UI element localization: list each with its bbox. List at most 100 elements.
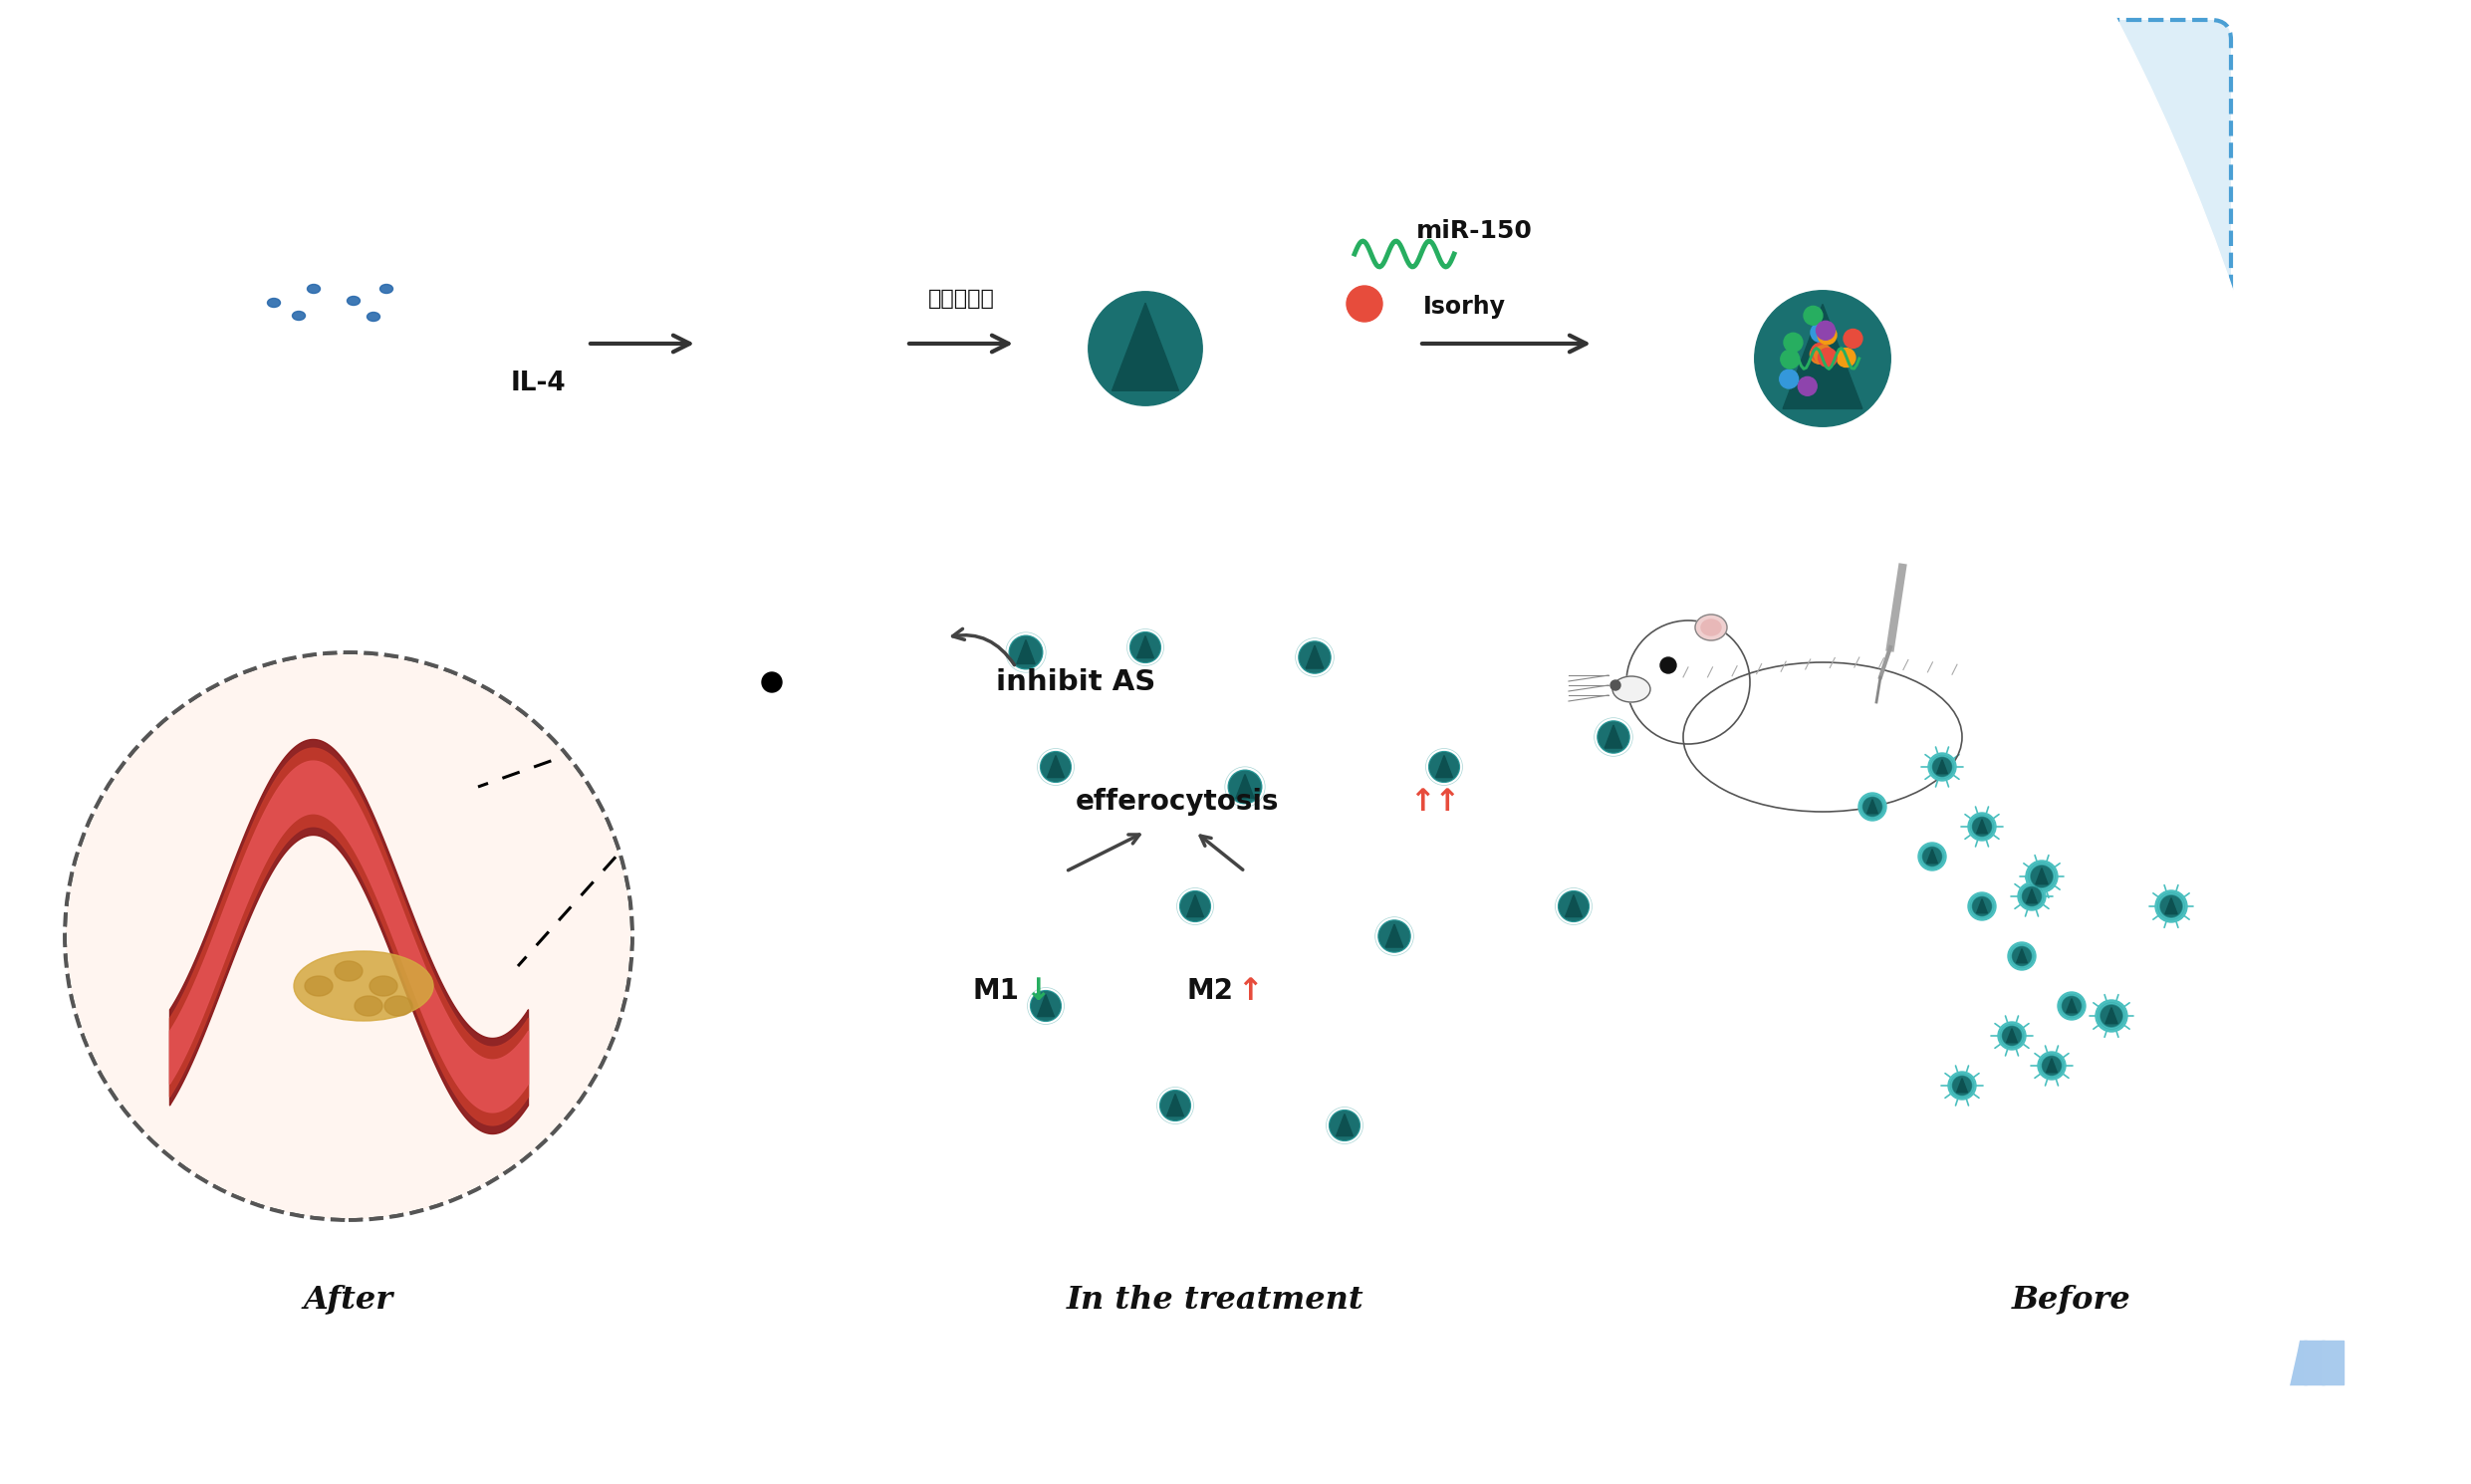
Polygon shape [1236,775,1255,798]
Bar [1559,1340,1581,1385]
Polygon shape [1927,849,1937,864]
Polygon shape [2016,948,2026,963]
Polygon shape [1648,607,1717,1205]
Bar [2118,1340,2140,1385]
Polygon shape [964,778,991,797]
Circle shape [2095,1000,2128,1031]
Ellipse shape [156,319,502,378]
Ellipse shape [1695,614,1727,641]
Circle shape [1179,890,1211,922]
Bar [2024,1340,2046,1385]
Ellipse shape [1685,922,1705,954]
Circle shape [2009,942,2036,971]
Circle shape [1863,797,1883,816]
Bar [613,1340,635,1385]
Circle shape [1040,751,1070,782]
Bar [1077,1340,1100,1385]
Ellipse shape [368,312,381,321]
Bar [1357,1340,1376,1385]
Ellipse shape [304,976,334,996]
Bar [593,1340,615,1385]
Ellipse shape [734,611,756,644]
Circle shape [1591,714,1636,760]
Ellipse shape [1700,619,1720,635]
Polygon shape [1307,646,1324,668]
Circle shape [509,329,536,358]
Ellipse shape [759,319,845,387]
Circle shape [1922,847,1942,867]
Bar [1727,1340,1749,1385]
Ellipse shape [371,976,398,996]
Circle shape [1972,896,1992,916]
Circle shape [1863,798,1880,816]
Circle shape [1819,349,1836,367]
Bar [2303,1340,2325,1385]
Circle shape [1087,292,1203,405]
Ellipse shape [810,686,843,709]
Bar [1245,1340,1265,1385]
Text: efferocytosis: efferocytosis [1075,788,1280,816]
Text: 点睛科研绘图: 点睛科研绘图 [1268,867,1322,907]
Ellipse shape [734,886,756,917]
Ellipse shape [346,297,361,306]
Bar [909,1340,932,1385]
Ellipse shape [1245,913,1273,933]
Ellipse shape [262,294,287,312]
Ellipse shape [1683,662,1962,812]
Circle shape [2058,991,2086,1020]
Bar [539,1340,561,1385]
Polygon shape [128,1327,200,1398]
Ellipse shape [1685,868,1705,899]
Bar [630,1340,652,1385]
Ellipse shape [156,343,502,404]
Ellipse shape [1218,913,1243,933]
Ellipse shape [1779,772,1806,822]
Bar [966,1340,986,1385]
Circle shape [1661,657,1675,674]
Circle shape [1927,752,1957,781]
Polygon shape [2006,1028,2016,1042]
Polygon shape [2026,889,2036,904]
Bar [203,1340,225,1385]
Bar [2192,1340,2214,1385]
Bar [1226,1340,1248,1385]
Ellipse shape [156,324,502,384]
Bar [1374,1340,1396,1385]
Circle shape [1559,890,1589,922]
Circle shape [1819,325,1836,344]
Bar [502,1340,524,1385]
Bar [1858,1340,1878,1385]
Ellipse shape [301,280,326,298]
Bar [2174,1340,2194,1385]
Bar [465,1340,484,1385]
Ellipse shape [385,996,413,1017]
Bar [1040,1340,1063,1385]
Bar [556,1340,578,1385]
Bar [1522,1340,1544,1385]
Bar [744,1340,764,1385]
Bar [427,1340,447,1385]
Bar [946,1340,969,1385]
Circle shape [1952,1076,1972,1095]
Circle shape [1749,285,1895,432]
Bar [1468,1340,1490,1385]
Polygon shape [1937,760,1947,773]
Circle shape [2041,1057,2061,1076]
Ellipse shape [353,996,383,1017]
Ellipse shape [306,285,321,294]
Bar [781,1340,801,1385]
Bar [519,1340,541,1385]
Circle shape [1799,377,1816,396]
Bar [835,1340,857,1385]
Text: 点睛科研绘图: 点睛科研绘图 [2063,1315,2118,1355]
Bar [798,1340,820,1385]
Polygon shape [0,0,2340,1484]
Ellipse shape [267,298,279,307]
Bar [1505,1340,1527,1385]
Bar [1932,1340,1955,1385]
Bar [687,1340,709,1385]
Ellipse shape [161,315,497,364]
Bar [1875,1340,1898,1385]
Bar [1913,1340,1935,1385]
Ellipse shape [734,1049,756,1082]
